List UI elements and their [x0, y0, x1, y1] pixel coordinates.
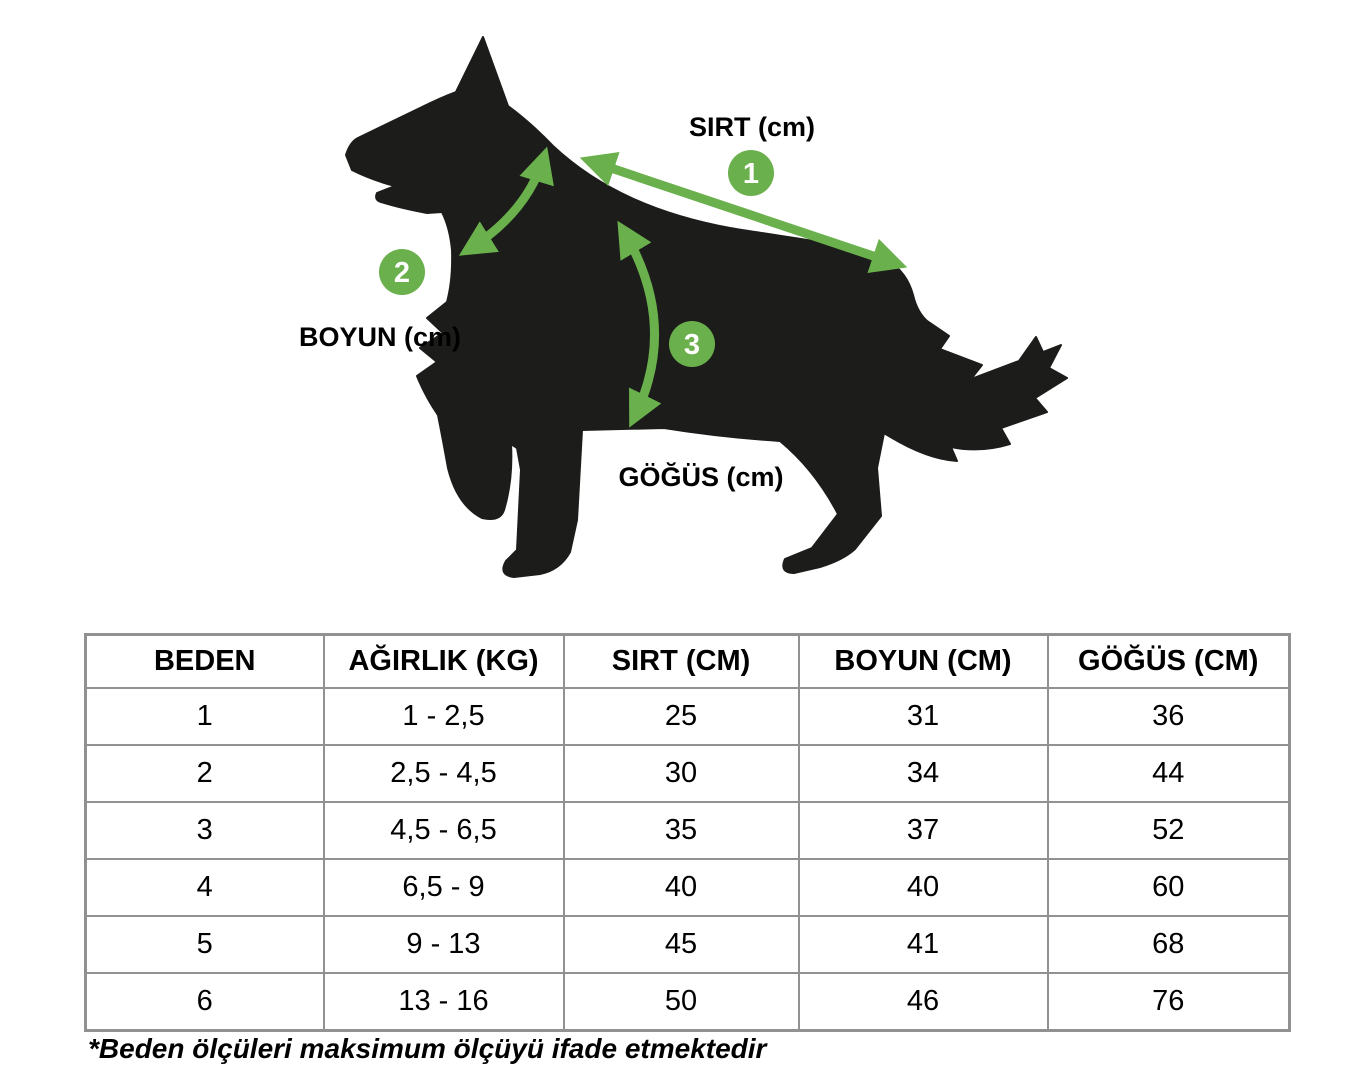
badge-2-circle [379, 249, 425, 295]
table-cell: 35 [562, 801, 800, 860]
table-cell: 45 [562, 915, 800, 974]
sirt-label: SIRT (cm) [689, 112, 815, 142]
table-cell: 6,5 - 9 [322, 858, 565, 917]
table-row: 3 4,5 - 6,5 35 37 52 [84, 801, 1291, 860]
table-cell: 30 [562, 744, 800, 803]
table-cell: 2,5 - 4,5 [322, 744, 565, 803]
table-cell: 3 [84, 801, 325, 860]
table-cell: 76 [1046, 972, 1291, 1032]
badge-3-circle [669, 321, 715, 367]
table-cell: 2 [84, 744, 325, 803]
table-cell: 52 [1046, 801, 1291, 860]
table-cell: 36 [1046, 687, 1291, 746]
table-cell: 6 [84, 972, 325, 1032]
badge-2-number: 2 [394, 257, 410, 289]
table-cell: 34 [797, 744, 1049, 803]
badge-3-number: 3 [684, 329, 700, 361]
size-table-container: BEDEN AĞIRLIK (KG) SIRT (CM) BOYUN (CM) GÖĞÜ… [84, 633, 1291, 1032]
table-row: 4 6,5 - 9 40 40 60 [84, 858, 1291, 917]
table-header-row: BEDEN AĞIRLIK (KG) SIRT (CM) BOYUN (CM) GÖĞÜ… [84, 633, 1291, 689]
size-footnote: *Beden ölçüleri maksimum ölçüyü ifade et… [88, 1033, 767, 1064]
dog-diagram-svg: 1 2 3 SIRT (cm) BOYUN (cm) GÖĞÜS (cm) [299, 36, 1068, 578]
table-cell: 9 - 13 [322, 915, 565, 974]
table-cell: 46 [797, 972, 1049, 1032]
badge-1-number: 1 [743, 158, 759, 190]
table-header-cell: SIRT (CM) [562, 633, 800, 689]
table-header-cell: BOYUN (CM) [797, 633, 1049, 689]
table-header-cell: GÖĞÜS (CM) [1046, 633, 1291, 689]
table-row: 2 2,5 - 4,5 30 34 44 [84, 744, 1291, 803]
table-cell: 41 [797, 915, 1049, 974]
table-cell: 1 - 2,5 [322, 687, 565, 746]
table-cell: 4 [84, 858, 325, 917]
table-header-cell: AĞIRLIK (KG) [322, 633, 565, 689]
dog-measurement-diagram: 1 2 3 SIRT (cm) BOYUN (cm) GÖĞÜS (cm) [299, 36, 1068, 578]
table-cell: 40 [797, 858, 1049, 917]
table-cell: 25 [562, 687, 800, 746]
boyun-label: BOYUN (cm) [299, 322, 461, 352]
table-header-cell: BEDEN [84, 633, 325, 689]
gogus-label: GÖĞÜS (cm) [618, 461, 783, 492]
size-table: BEDEN AĞIRLIK (KG) SIRT (CM) BOYUN (CM) GÖĞÜ… [84, 633, 1291, 1032]
badge-1-circle [728, 150, 774, 196]
table-cell: 50 [562, 972, 800, 1032]
table-cell: 31 [797, 687, 1049, 746]
table-cell: 44 [1046, 744, 1291, 803]
boyun-measure-arrow [458, 146, 554, 256]
table-cell: 37 [797, 801, 1049, 860]
gogus-measure-arrow [617, 220, 662, 428]
sirt-measure-arrow [579, 151, 908, 274]
table-cell: 4,5 - 6,5 [322, 801, 565, 860]
table-cell: 60 [1046, 858, 1291, 917]
table-row: 6 13 - 16 50 46 76 [84, 972, 1291, 1032]
table-cell: 13 - 16 [322, 972, 565, 1032]
table-cell: 68 [1046, 915, 1291, 974]
table-cell: 5 [84, 915, 325, 974]
table-cell: 1 [84, 687, 325, 746]
table-cell: 40 [562, 858, 800, 917]
